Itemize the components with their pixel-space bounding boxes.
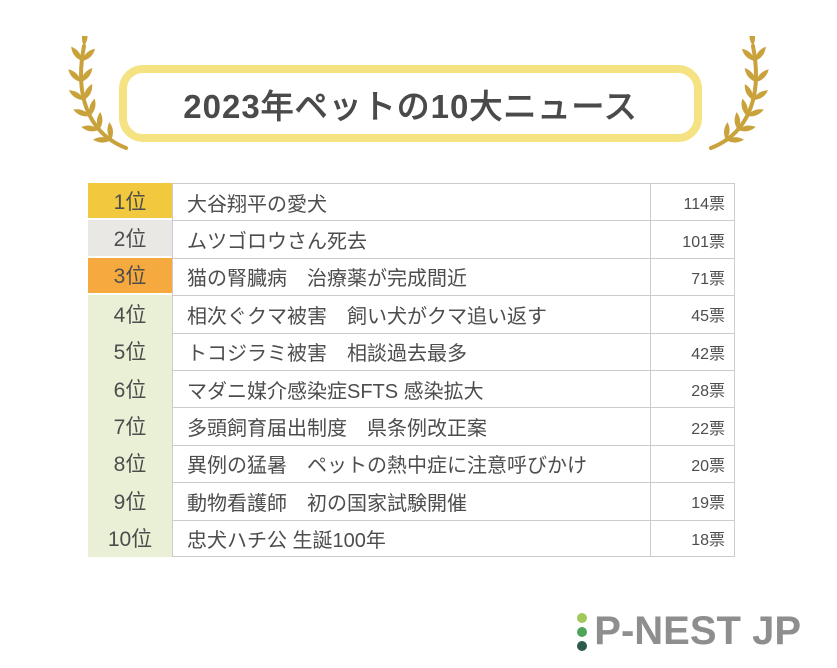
rank-cell: 6位 — [88, 369, 172, 408]
table-row: 6位 マダニ媒介感染症SFTS 感染拡大 28票 — [88, 369, 735, 408]
ranking-table: 1位 大谷翔平の愛犬 114票 2位 ムツゴロウさん死去 101票 3位 猫の腎… — [88, 183, 735, 557]
news-title: 猫の腎臓病 治療薬が完成間近 — [172, 257, 650, 296]
vote-count: 114票 — [650, 183, 735, 221]
rank-cell: 8位 — [88, 444, 172, 483]
news-title: 大谷翔平の愛犬 — [172, 183, 650, 221]
brand-logo: P-NEST JP — [577, 609, 801, 654]
news-title: 異例の猛暑 ペットの熱中症に注意呼びかけ — [172, 444, 650, 483]
vote-count: 22票 — [650, 407, 735, 445]
rank-cell: 1位 — [88, 183, 172, 221]
vote-count: 101票 — [650, 220, 735, 258]
rank-cell: 10位 — [88, 519, 172, 557]
table-row: 9位 動物看護師 初の国家試験開催 19票 — [88, 482, 735, 520]
table-row: 1位 大谷翔平の愛犬 114票 — [88, 183, 735, 221]
news-title: 多頭飼育届出制度 県条例改正案 — [172, 407, 650, 445]
table-row: 7位 多頭飼育届出制度 県条例改正案 22票 — [88, 407, 735, 445]
table-row: 8位 異例の猛暑 ペットの熱中症に注意呼びかけ 20票 — [88, 444, 735, 483]
news-title: 忠犬ハチ公 生誕100年 — [172, 519, 650, 557]
rank-cell: 3位 — [88, 257, 172, 296]
rank-cell: 5位 — [88, 332, 172, 370]
vote-count: 19票 — [650, 482, 735, 520]
vote-count: 45票 — [650, 295, 735, 333]
rank-cell: 9位 — [88, 482, 172, 520]
news-title: 相次ぐクマ被害 飼い犬がクマ追い返す — [172, 295, 650, 333]
vote-count: 18票 — [650, 519, 735, 557]
logo-dot-dark — [577, 640, 588, 651]
table-row: 2位 ムツゴロウさん死去 101票 — [88, 220, 735, 258]
rank-cell: 2位 — [88, 220, 172, 258]
table-row: 5位 トコジラミ被害 相談過去最多 42票 — [88, 332, 735, 370]
logo-dots-icon — [577, 612, 588, 651]
table-row: 3位 猫の腎臓病 治療薬が完成間近 71票 — [88, 257, 735, 296]
title-banner: 2023年ペットの10大ニュース — [119, 65, 702, 142]
news-title: マダニ媒介感染症SFTS 感染拡大 — [172, 369, 650, 408]
laurel-left-icon — [50, 28, 142, 154]
logo-text: P-NEST JP — [594, 609, 801, 653]
logo-dot-light — [577, 612, 588, 623]
logo-dot-mid — [577, 626, 588, 637]
table-row: 10位 忠犬ハチ公 生誕100年 18票 — [88, 519, 735, 557]
vote-count: 28票 — [650, 369, 735, 408]
page-title: 2023年ペットの10大ニュース — [183, 87, 638, 125]
news-title: 動物看護師 初の国家試験開催 — [172, 482, 650, 520]
vote-count: 71票 — [650, 257, 735, 296]
vote-count: 42票 — [650, 332, 735, 370]
rank-cell: 4位 — [88, 295, 172, 333]
rank-cell: 7位 — [88, 407, 172, 445]
vote-count: 20票 — [650, 444, 735, 483]
laurel-right-icon — [695, 28, 787, 154]
news-title: ムツゴロウさん死去 — [172, 220, 650, 258]
table-row: 4位 相次ぐクマ被害 飼い犬がクマ追い返す 45票 — [88, 295, 735, 333]
news-title: トコジラミ被害 相談過去最多 — [172, 332, 650, 370]
